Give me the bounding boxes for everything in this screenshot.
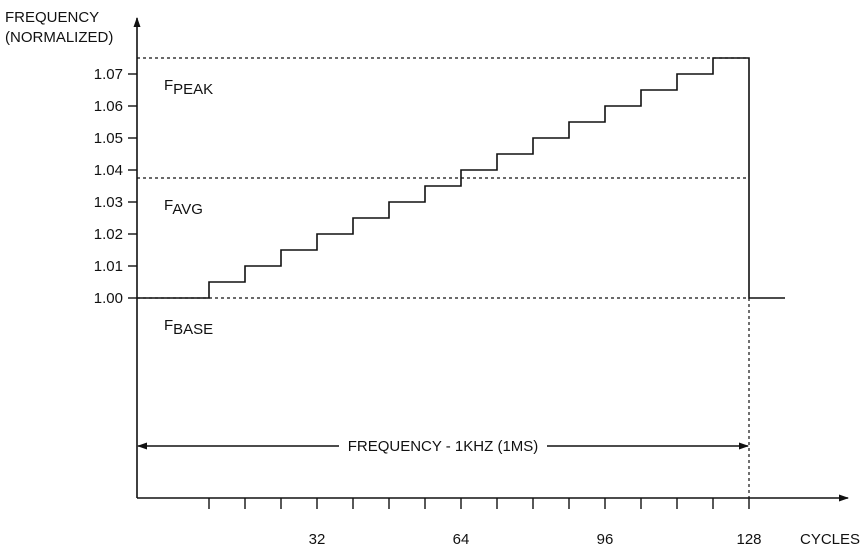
x-tick-label: 128 — [736, 531, 761, 548]
reference-lines: FPEAK FAVG FBASE — [137, 57, 750, 498]
reference-label-avg: FAVG — [164, 197, 203, 218]
period-label: FREQUENCY - 1KHZ (1MS) — [348, 438, 539, 455]
x-tick-label: 32 — [309, 531, 326, 548]
y-axis-label-line2: (NORMALIZED) — [5, 29, 113, 46]
y-axis-label-line1: FREQUENCY — [5, 9, 99, 26]
reference-label-base: FBASE — [164, 317, 213, 338]
y-tick-label: 1.03 — [94, 194, 123, 211]
x-tick-group: 32 64 96 128 — [208, 498, 762, 548]
y-tick-label: 1.07 — [94, 66, 123, 83]
period-marker: FREQUENCY - 1KHZ (1MS) — [137, 438, 749, 455]
x-axis-label: CYCLES — [800, 531, 860, 548]
y-tick-label: 1.02 — [94, 226, 123, 243]
y-tick-label: 1.05 — [94, 130, 123, 147]
y-tick-label: 1.06 — [94, 98, 123, 115]
y-tick-group: 1.00 1.01 1.02 1.03 1.04 1.05 1.06 1.07 — [94, 66, 137, 307]
x-tick-label: 96 — [597, 531, 614, 548]
series-line — [173, 57, 785, 299]
series-group — [137, 57, 785, 299]
y-tick-label: 1.01 — [94, 258, 123, 275]
y-tick-label: 1.00 — [94, 290, 123, 307]
x-tick-label: 64 — [453, 531, 470, 548]
y-tick-label: 1.04 — [94, 162, 123, 179]
reference-label-peak: FPEAK — [164, 77, 213, 98]
